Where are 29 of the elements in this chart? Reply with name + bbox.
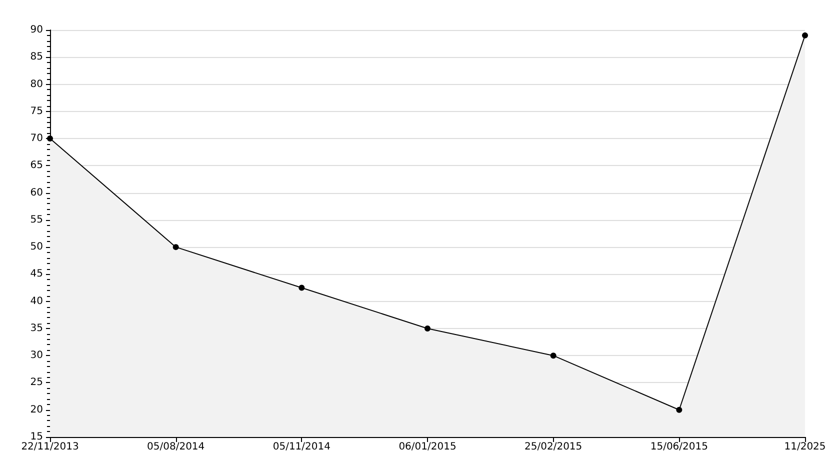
x-tick-label: 25/02/2015	[524, 442, 582, 452]
y-tick-label: 25	[30, 377, 43, 388]
y-tick-label: 50	[30, 242, 43, 253]
y-tick-label: 90	[30, 24, 43, 36]
x-tick-label: 22/11/2013	[21, 442, 79, 452]
y-tick-label: 60	[30, 187, 43, 198]
y-tick-label: 15	[30, 432, 43, 442]
point	[676, 406, 682, 413]
y-tick-label: 80	[30, 78, 43, 90]
y-tick-label: 40	[30, 296, 43, 307]
x-tick-label: 05/08/2014	[147, 442, 205, 452]
y-tick-label: 35	[30, 322, 43, 334]
x-tick-label: 11/2025	[784, 442, 826, 452]
point	[172, 244, 179, 250]
y-tick-label: 55	[30, 214, 43, 226]
x-tick-label: 15/06/2015	[650, 442, 708, 452]
y-tick-label: 85	[30, 52, 43, 63]
x-tick-label: 06/01/2015	[398, 442, 456, 452]
point	[550, 352, 556, 359]
point	[424, 325, 430, 332]
y-tick-label: 20	[30, 404, 43, 416]
point	[298, 284, 305, 291]
y-tick-label: 45	[30, 268, 43, 280]
x-tick-label: 05/11/2014	[272, 442, 330, 452]
y-tick-label: 30	[30, 350, 43, 362]
point	[802, 32, 808, 38]
y-tick-label: 70	[30, 133, 43, 144]
y-tick-label: 65	[30, 160, 43, 172]
y-tick-label: 75	[30, 106, 43, 117]
